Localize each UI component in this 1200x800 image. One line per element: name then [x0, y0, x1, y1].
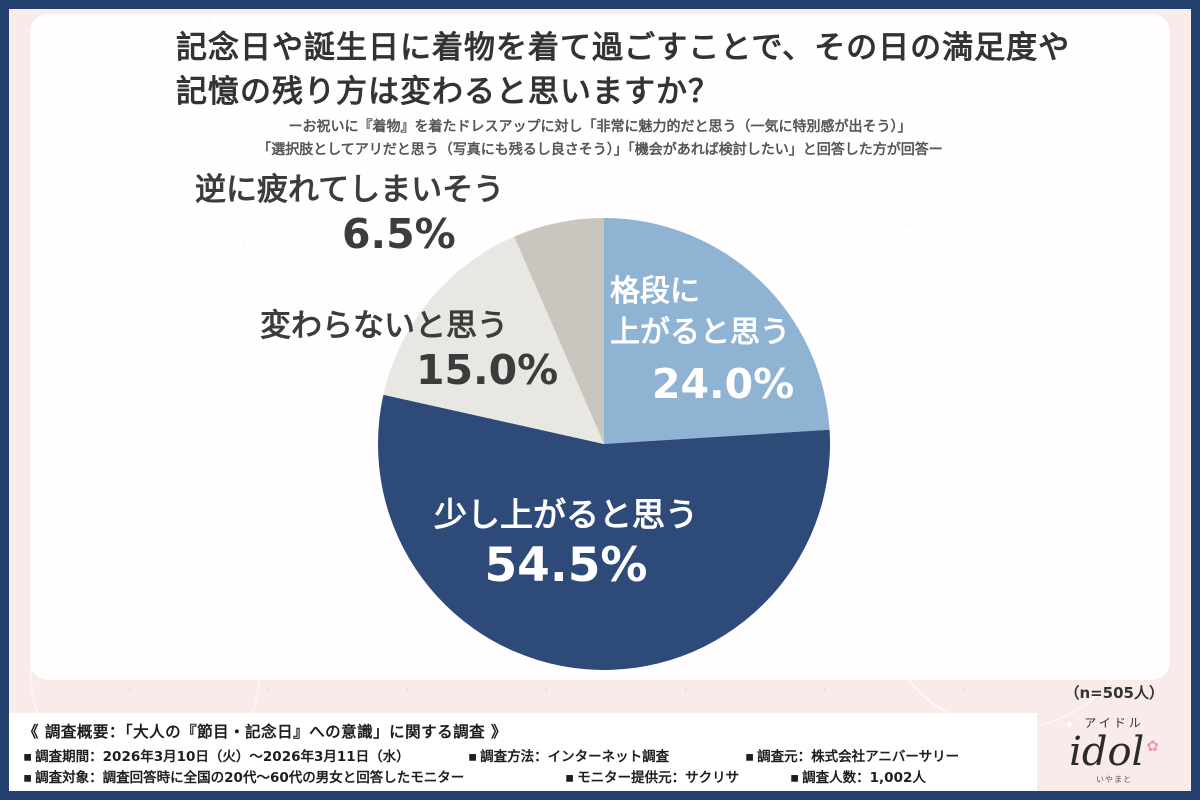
survey-item-monitor: ▪ モニター提供元：サクリサ: [565, 769, 740, 786]
logo-wordmark: idol ✿: [1069, 729, 1159, 775]
logo-subtext: いやまと: [1096, 775, 1132, 784]
survey-item-source: ▪ 調査元：株式会社アニバーサリー: [745, 749, 960, 765]
pie-label-unchanged: 変わらないと思う: [260, 308, 508, 344]
survey-heading: 《 調査概要：「大人の『節目・記念日』への意識」に関する調査 》: [23, 723, 508, 741]
pie-label-greatly-up: 格段に 上がると思う: [610, 274, 790, 350]
pie-value-slightly-up: 54.5%: [484, 538, 648, 593]
title-line-2: 記憶の残り方は変わると思いますか？: [176, 74, 720, 111]
pie-value-greatly-up: 24.0%: [652, 360, 795, 408]
sakura-icon: ✿: [1146, 737, 1159, 755]
pie-slice-3: [514, 218, 604, 444]
pie-value-unchanged: 15.0%: [416, 346, 559, 394]
square-bullet-icon: ▪: [23, 749, 33, 765]
pie-label-slightly-up-block: 少し上がると思う 54.5%: [366, 488, 766, 593]
pie-slice-0: [604, 218, 830, 444]
survey-overview: 《 調査概要：「大人の『節目・記念日』への意識」に関する調査 》 ▪ 調査期間：2…: [9, 713, 1037, 791]
pie-chart: [378, 218, 830, 670]
survey-row-2: ▪ 調査対象：調査回答時に全国の20代〜60代の男女と回答したモニター ▪ モニター…: [23, 768, 1037, 789]
title-line-1: 記念日や誕生日に着物を着て過ごすことで、その日の満足度や: [176, 30, 1071, 66]
chart-title: 記念日や誕生日に着物を着て過ごすことで、その日の満足度や 記憶の残り方は変わると…: [176, 26, 1070, 114]
pie-label-tired: 逆に疲れてしまいそう: [195, 172, 505, 208]
pie-value-tired: 6.5%: [342, 210, 456, 258]
pie-label-slightly-up: 少し上がると思う: [434, 495, 698, 534]
subtitle-line-2: 「選択肢としてアリだと思う（写真にも残るし良さそう）」「機会があれば検討したい」…: [257, 142, 943, 159]
survey-row-1: ▪ 調査期間：2026年3月10日（火）〜2026年3月11日（水） ▪ 調査方法：…: [23, 747, 1037, 768]
chart-subtitle: ーお祝いに『着物』を着たドレスアップに対し「非常に魅力的だと思う（一気に特別感が…: [30, 116, 1170, 162]
pie-slice-1: [378, 394, 830, 670]
brand-logo: アイドル idol ✿ いやまと: [1044, 714, 1184, 785]
subtitle-line-1: ーお祝いに『着物』を着たドレスアップに対し「非常に魅力的だと思う（一気に特別感が…: [288, 119, 912, 135]
chart-card: 記念日や誕生日に着物を着て過ごすことで、その日の満足度や 記憶の残り方は変わると…: [30, 14, 1170, 680]
survey-item-target: ▪ 調査対象：調査回答時に全国の20代〜60代の男女と回答したモニター: [23, 769, 465, 786]
square-bullet-icon: ▪: [468, 749, 478, 765]
pie-slice-2: [383, 236, 604, 444]
square-bullet-icon: ▪: [23, 769, 33, 786]
survey-item-count: ▪ 調査人数：1,002人: [790, 769, 926, 786]
square-bullet-icon: ▪: [790, 769, 800, 786]
square-bullet-icon: ▪: [745, 749, 755, 765]
logo-katakana: アイドル: [1084, 716, 1144, 730]
sample-size-note: （n=505人）: [1064, 684, 1164, 702]
square-bullet-icon: ▪: [565, 769, 575, 786]
survey-item-period: ▪ 調査期間：2026年3月10日（火）〜2026年3月11日（水）: [23, 749, 410, 765]
survey-item-method: ▪ 調査方法：インターネット調査: [468, 749, 670, 765]
